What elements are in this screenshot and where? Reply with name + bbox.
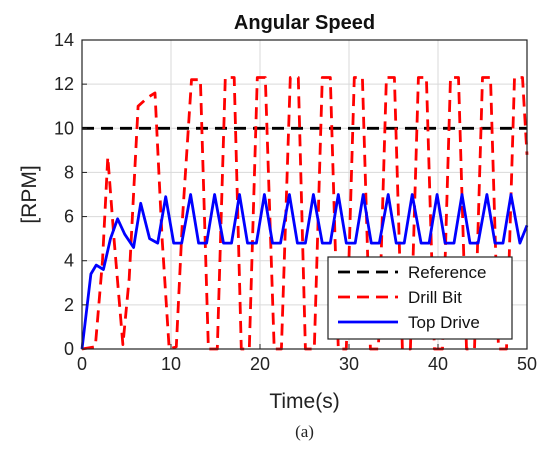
legend-label: Top Drive: [408, 313, 480, 332]
x-tick-label: 40: [428, 354, 448, 374]
series-line-top-drive: [80, 193, 529, 350]
figure-caption: (a): [295, 422, 314, 441]
legend-label: Reference: [408, 263, 486, 282]
x-tick-label: 20: [250, 354, 270, 374]
y-tick-label: 4: [64, 251, 74, 271]
y-tick-label: 0: [64, 339, 74, 359]
chart-title: Angular Speed: [234, 12, 375, 34]
x-axis-label: Time(s): [269, 390, 339, 413]
x-tick-label: 50: [517, 354, 537, 374]
x-tick-label: 0: [77, 354, 87, 374]
legend: Reference Drill Bit Top Drive: [327, 256, 513, 340]
y-tick-label: 14: [54, 30, 74, 50]
y-tick-label: 12: [54, 74, 74, 94]
y-axis-label: [RPM]: [18, 165, 41, 223]
legend-label: Drill Bit: [408, 288, 462, 307]
x-tick-label: 10: [161, 354, 181, 374]
y-tick-label: 10: [54, 118, 74, 138]
y-tick-label: 2: [64, 295, 74, 315]
ticks: 0 10 20 30 40 50 0 2 4 6 8 10 12 14: [54, 30, 537, 374]
x-tick-label: 30: [339, 354, 359, 374]
y-tick-label: 6: [64, 207, 74, 227]
axes-box: [81, 39, 528, 350]
y-tick-label: 8: [64, 162, 74, 182]
